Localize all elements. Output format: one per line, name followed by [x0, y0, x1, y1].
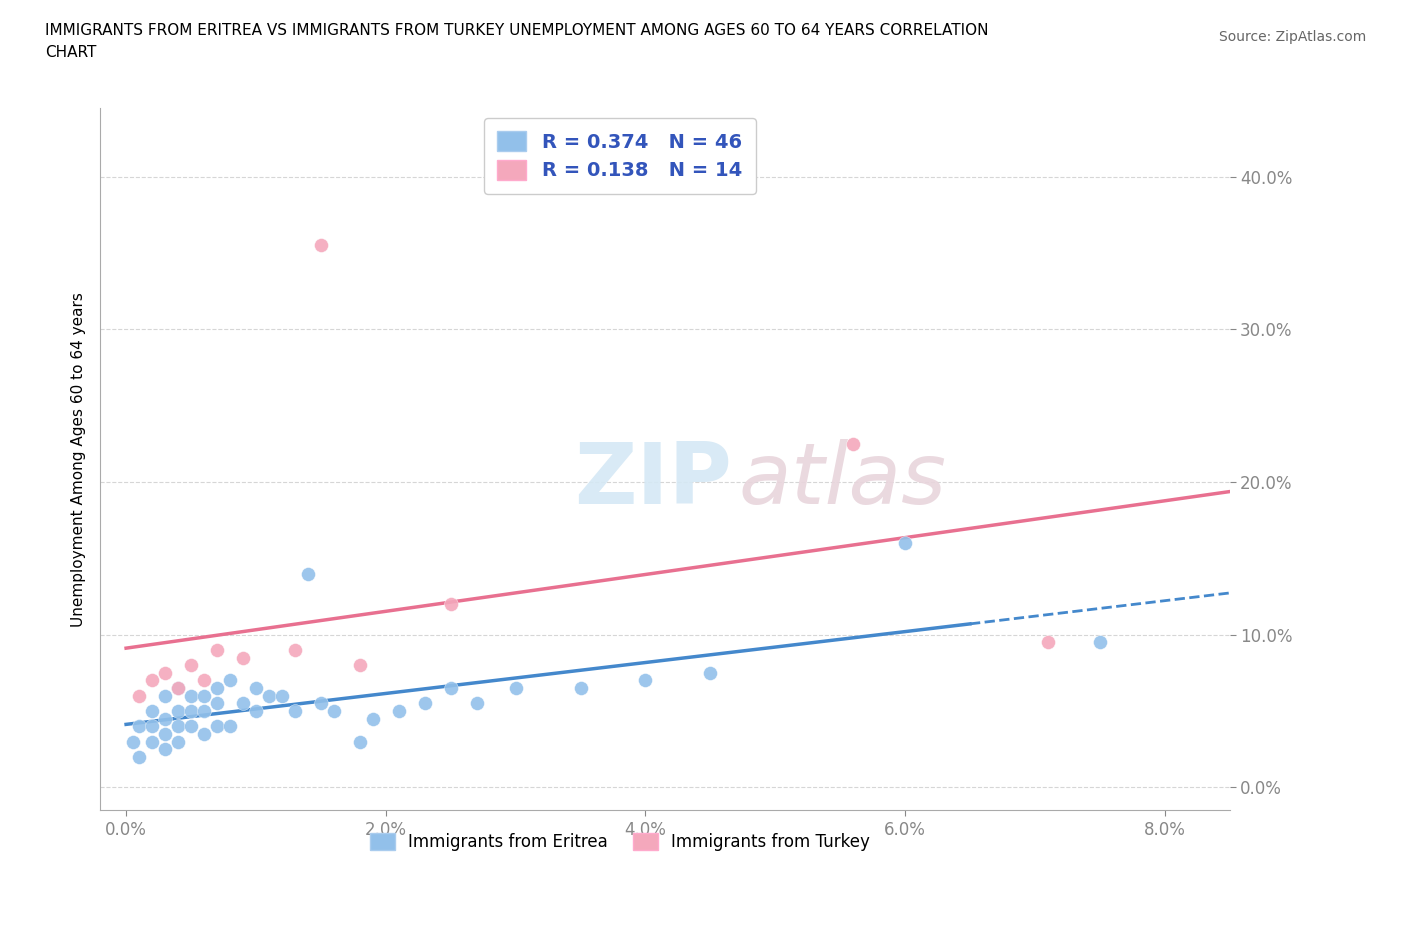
Point	[699, 665, 721, 680]
Point	[153, 711, 176, 726]
Point	[284, 643, 307, 658]
Point	[842, 436, 865, 451]
Point	[505, 681, 527, 696]
Point	[153, 726, 176, 741]
Point	[232, 696, 254, 711]
Point	[1036, 635, 1059, 650]
Legend: Immigrants from Eritrea, Immigrants from Turkey: Immigrants from Eritrea, Immigrants from…	[363, 827, 876, 858]
Y-axis label: Unemployment Among Ages 60 to 64 years: Unemployment Among Ages 60 to 64 years	[72, 292, 86, 627]
Point	[153, 742, 176, 757]
Point	[141, 704, 163, 719]
Point	[141, 734, 163, 749]
Point	[193, 726, 215, 741]
Point	[180, 688, 202, 703]
Point	[569, 681, 592, 696]
Point	[245, 704, 267, 719]
Point	[205, 643, 228, 658]
Point	[128, 719, 150, 734]
Point	[205, 719, 228, 734]
Point	[167, 704, 190, 719]
Text: Source: ZipAtlas.com: Source: ZipAtlas.com	[1219, 30, 1367, 44]
Point	[894, 536, 917, 551]
Point	[167, 681, 190, 696]
Point	[465, 696, 488, 711]
Point	[141, 673, 163, 688]
Point	[322, 704, 344, 719]
Point	[270, 688, 292, 703]
Point	[349, 734, 371, 749]
Point	[167, 681, 190, 696]
Point	[193, 688, 215, 703]
Point	[193, 704, 215, 719]
Point	[413, 696, 436, 711]
Text: CHART: CHART	[45, 45, 97, 60]
Text: atlas: atlas	[738, 439, 946, 522]
Point	[193, 673, 215, 688]
Point	[128, 688, 150, 703]
Point	[297, 566, 319, 581]
Point	[141, 719, 163, 734]
Point	[309, 238, 332, 253]
Point	[128, 750, 150, 764]
Point	[180, 719, 202, 734]
Point	[205, 696, 228, 711]
Point	[153, 665, 176, 680]
Point	[167, 719, 190, 734]
Text: IMMIGRANTS FROM ERITREA VS IMMIGRANTS FROM TURKEY UNEMPLOYMENT AMONG AGES 60 TO : IMMIGRANTS FROM ERITREA VS IMMIGRANTS FR…	[45, 23, 988, 38]
Point	[245, 681, 267, 696]
Point	[232, 650, 254, 665]
Text: ZIP: ZIP	[575, 439, 733, 522]
Point	[309, 696, 332, 711]
Point	[219, 673, 242, 688]
Point	[121, 734, 143, 749]
Point	[440, 597, 463, 612]
Point	[1088, 635, 1111, 650]
Point	[167, 734, 190, 749]
Point	[388, 704, 411, 719]
Point	[284, 704, 307, 719]
Point	[634, 673, 657, 688]
Point	[205, 681, 228, 696]
Point	[349, 658, 371, 672]
Point	[180, 704, 202, 719]
Point	[440, 681, 463, 696]
Point	[153, 688, 176, 703]
Point	[180, 658, 202, 672]
Point	[219, 719, 242, 734]
Point	[257, 688, 280, 703]
Point	[361, 711, 384, 726]
